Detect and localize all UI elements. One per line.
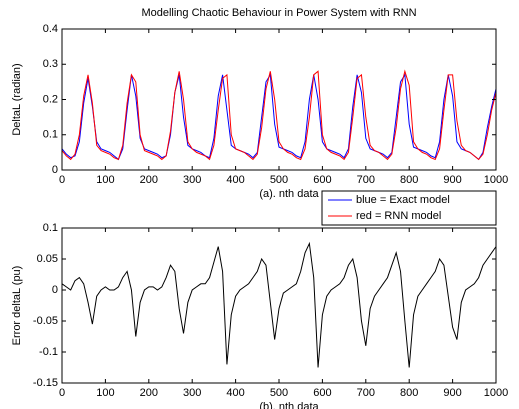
legend-label: blue = Exact model bbox=[356, 194, 450, 206]
x-tick-label: 400 bbox=[226, 387, 244, 399]
x-axis-label: (a). nth data bbox=[259, 188, 319, 200]
x-tick-label: 400 bbox=[226, 174, 244, 186]
x-tick-label: 300 bbox=[183, 174, 201, 186]
y-axis-label: DeltaL (radian) bbox=[11, 63, 23, 135]
x-tick-label: 1000 bbox=[484, 387, 508, 399]
y-tick-label: 0.1 bbox=[43, 222, 58, 234]
x-tick-label: 100 bbox=[96, 387, 114, 399]
y-tick-label: 0.1 bbox=[43, 129, 58, 141]
x-tick-label: 200 bbox=[140, 387, 158, 399]
x-tick-label: 800 bbox=[400, 174, 418, 186]
x-tick-label: 800 bbox=[400, 387, 418, 399]
x-tick-label: 600 bbox=[313, 174, 331, 186]
y-tick-label: 0.2 bbox=[43, 93, 58, 105]
x-tick-label: 900 bbox=[443, 387, 461, 399]
chart-title: Modelling Chaotic Behaviour in Power Sys… bbox=[141, 7, 416, 19]
x-tick-label: 700 bbox=[357, 174, 375, 186]
y-tick-label: 0 bbox=[52, 284, 58, 296]
legend-label: red = RNN model bbox=[356, 210, 441, 222]
data-line bbox=[61, 241, 497, 368]
y-tick-label: -0.15 bbox=[33, 377, 58, 389]
x-tick-label: 300 bbox=[183, 387, 201, 399]
x-tick-label: 600 bbox=[313, 387, 331, 399]
y-tick-label: 0.3 bbox=[43, 58, 58, 70]
y-tick-label: 0 bbox=[52, 164, 58, 176]
x-tick-label: 1000 bbox=[484, 174, 508, 186]
x-tick-label: 0 bbox=[59, 387, 65, 399]
data-line bbox=[61, 73, 497, 161]
y-tick-label: 0.05 bbox=[37, 253, 58, 265]
x-tick-label: 100 bbox=[96, 174, 114, 186]
x-tick-label: 0 bbox=[59, 174, 65, 186]
y-tick-label: 0.4 bbox=[43, 23, 58, 35]
x-tick-label: 700 bbox=[357, 387, 375, 399]
y-tick-label: -0.05 bbox=[33, 315, 58, 327]
x-tick-label: 500 bbox=[270, 174, 288, 186]
y-axis-label: Error deltaL (pu) bbox=[11, 266, 23, 346]
data-line bbox=[61, 69, 497, 161]
x-axis-label: (b). nth data bbox=[259, 401, 319, 409]
legend-box bbox=[321, 190, 497, 226]
x-tick-label: 200 bbox=[140, 174, 158, 186]
x-tick-label: 500 bbox=[270, 387, 288, 399]
x-tick-label: 900 bbox=[443, 174, 461, 186]
y-tick-label: -0.1 bbox=[39, 346, 58, 358]
